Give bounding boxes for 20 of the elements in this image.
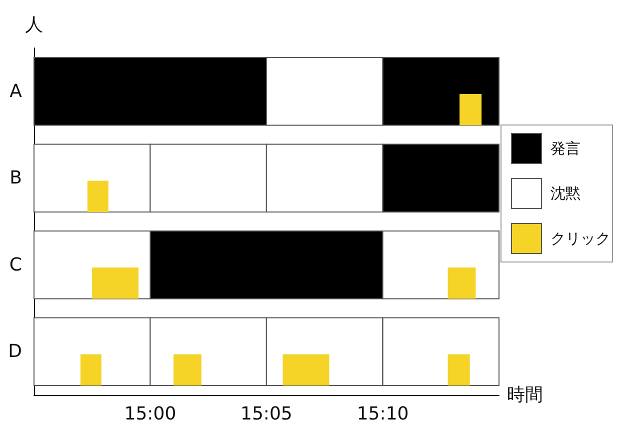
x-tick-label: 15:05 (240, 404, 292, 424)
bar (460, 94, 482, 126)
bar (448, 354, 470, 386)
bar (448, 267, 476, 299)
x-axis-title: 時間 (507, 384, 543, 406)
legend-label: 沈黙 (550, 184, 580, 202)
bar (174, 354, 202, 386)
bar (282, 354, 330, 386)
y-tick-label: C (9, 254, 22, 276)
legend-label: 発言 (550, 140, 580, 158)
bar (92, 267, 138, 299)
y-tick-label: D (8, 341, 22, 362)
x-tick-label: 15:00 (124, 404, 176, 424)
bar (87, 180, 108, 212)
bar (80, 354, 102, 386)
y-tick-label: A (10, 80, 23, 102)
y-axis-title: 人 (25, 14, 43, 36)
legend-label: クリック (550, 230, 610, 248)
x-tick-label: 15:10 (356, 404, 409, 424)
y-tick-label: B (10, 168, 22, 189)
